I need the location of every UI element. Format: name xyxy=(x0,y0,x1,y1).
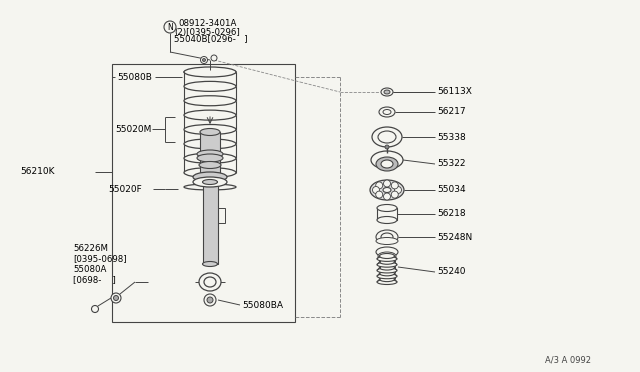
Ellipse shape xyxy=(377,217,397,224)
Circle shape xyxy=(372,186,380,193)
Circle shape xyxy=(200,57,207,64)
Ellipse shape xyxy=(383,187,391,192)
Bar xyxy=(200,132,220,177)
Circle shape xyxy=(202,58,205,61)
Circle shape xyxy=(385,145,389,149)
Ellipse shape xyxy=(202,262,218,266)
Text: 55338: 55338 xyxy=(437,132,466,141)
Circle shape xyxy=(376,191,383,198)
Ellipse shape xyxy=(200,173,220,180)
Ellipse shape xyxy=(193,172,227,182)
Text: 55080BA: 55080BA xyxy=(242,301,283,310)
Ellipse shape xyxy=(380,253,394,259)
Ellipse shape xyxy=(202,180,218,185)
Ellipse shape xyxy=(377,268,397,273)
Ellipse shape xyxy=(184,125,236,135)
Ellipse shape xyxy=(377,262,397,267)
Text: 55020M: 55020M xyxy=(115,125,152,134)
Ellipse shape xyxy=(377,256,397,262)
Ellipse shape xyxy=(199,273,221,291)
Ellipse shape xyxy=(380,265,394,270)
Ellipse shape xyxy=(184,69,236,75)
Ellipse shape xyxy=(381,160,393,168)
Ellipse shape xyxy=(376,237,398,244)
Ellipse shape xyxy=(184,184,236,190)
Text: 56113X: 56113X xyxy=(437,87,472,96)
Ellipse shape xyxy=(384,90,390,94)
Circle shape xyxy=(391,182,398,189)
Text: 55248N: 55248N xyxy=(437,232,472,241)
Ellipse shape xyxy=(197,154,223,162)
Ellipse shape xyxy=(376,230,398,244)
Text: 08912-3401A: 08912-3401A xyxy=(178,19,236,29)
Ellipse shape xyxy=(376,157,398,171)
Circle shape xyxy=(394,186,401,193)
Circle shape xyxy=(164,21,176,33)
Ellipse shape xyxy=(377,205,397,212)
Ellipse shape xyxy=(379,107,395,117)
Ellipse shape xyxy=(184,168,236,177)
Ellipse shape xyxy=(199,161,221,169)
Text: 56210K: 56210K xyxy=(20,167,54,176)
Ellipse shape xyxy=(370,180,404,200)
Text: 55080B: 55080B xyxy=(117,73,152,81)
Circle shape xyxy=(207,297,213,303)
Bar xyxy=(202,182,218,264)
Text: 56218: 56218 xyxy=(437,209,466,218)
Circle shape xyxy=(383,193,390,200)
Circle shape xyxy=(211,55,217,61)
Text: (2)[0395-0296]: (2)[0395-0296] xyxy=(174,28,240,36)
Circle shape xyxy=(391,191,398,198)
Ellipse shape xyxy=(380,271,394,276)
Text: 55034: 55034 xyxy=(437,186,466,195)
Bar xyxy=(112,64,295,322)
Bar xyxy=(210,208,225,223)
Ellipse shape xyxy=(380,277,394,282)
Ellipse shape xyxy=(378,252,396,260)
Text: 56226M
[0395-0698]
55080A
[0698-    ]: 56226M [0395-0698] 55080A [0698- ] xyxy=(73,244,127,284)
Ellipse shape xyxy=(377,274,397,279)
Ellipse shape xyxy=(184,139,236,149)
Circle shape xyxy=(383,180,390,187)
Bar xyxy=(377,208,397,220)
Circle shape xyxy=(113,295,118,301)
Ellipse shape xyxy=(193,177,227,187)
Text: A/3 A 0992: A/3 A 0992 xyxy=(545,356,591,365)
Ellipse shape xyxy=(376,247,398,257)
Ellipse shape xyxy=(378,131,396,143)
Ellipse shape xyxy=(184,67,236,77)
Ellipse shape xyxy=(381,88,393,96)
Circle shape xyxy=(92,305,99,312)
Ellipse shape xyxy=(371,151,403,169)
Ellipse shape xyxy=(184,153,236,163)
Text: 55240: 55240 xyxy=(437,267,465,276)
Ellipse shape xyxy=(184,81,236,92)
Text: 56217: 56217 xyxy=(437,108,466,116)
Circle shape xyxy=(111,293,121,303)
Text: 55020F: 55020F xyxy=(108,185,141,193)
Ellipse shape xyxy=(184,110,236,120)
Bar xyxy=(207,132,212,189)
Text: 55040B[0296-   ]: 55040B[0296- ] xyxy=(174,35,248,44)
Circle shape xyxy=(376,182,383,189)
Ellipse shape xyxy=(381,233,393,241)
Ellipse shape xyxy=(184,96,236,106)
Ellipse shape xyxy=(204,277,216,287)
Ellipse shape xyxy=(197,150,223,158)
Ellipse shape xyxy=(383,109,391,115)
Circle shape xyxy=(204,294,216,306)
Ellipse shape xyxy=(380,259,394,264)
Ellipse shape xyxy=(377,279,397,285)
Ellipse shape xyxy=(200,128,220,135)
Ellipse shape xyxy=(372,127,402,147)
Text: N: N xyxy=(167,22,173,32)
Text: 55322: 55322 xyxy=(437,160,465,169)
